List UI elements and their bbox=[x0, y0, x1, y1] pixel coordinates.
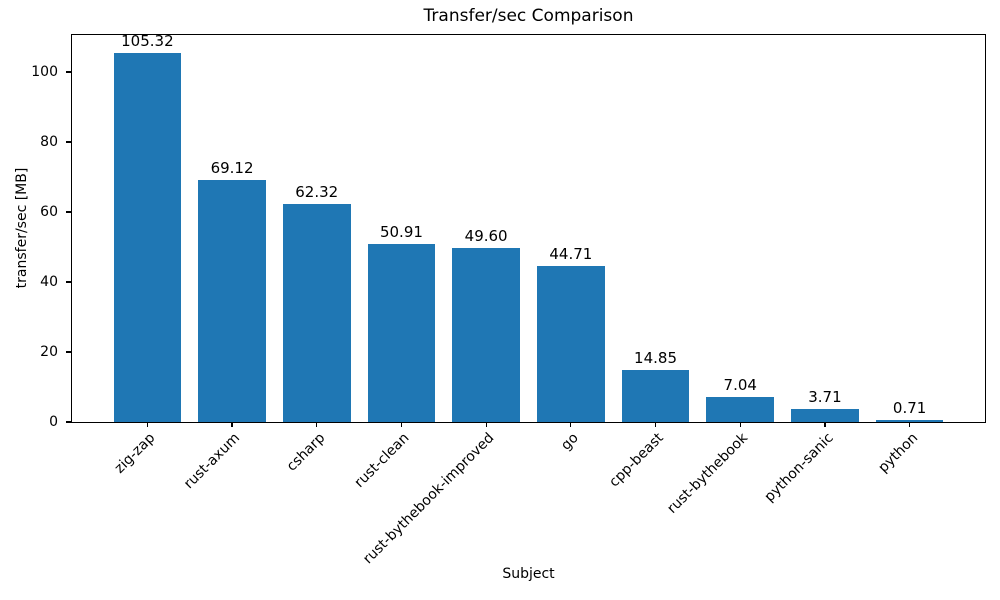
bar bbox=[452, 248, 521, 422]
x-tick-label: python bbox=[874, 430, 921, 476]
y-tick-label: 80 bbox=[40, 134, 58, 151]
y-tick-label: 0 bbox=[49, 414, 58, 430]
bar-value-label: 50.91 bbox=[379, 222, 423, 241]
y-tick-label: 100 bbox=[31, 64, 58, 81]
x-tick-label: go bbox=[558, 430, 583, 454]
x-tick-mark bbox=[146, 422, 148, 427]
x-tick-mark bbox=[485, 422, 487, 427]
x-tick-label: csharp bbox=[283, 430, 329, 475]
bar-value-label: 44.71 bbox=[549, 244, 593, 263]
y-tick-mark bbox=[66, 211, 71, 213]
bar-value-label: 0.71 bbox=[892, 398, 927, 417]
bar-value-label: 3.71 bbox=[808, 388, 842, 407]
y-tick-mark bbox=[66, 421, 71, 423]
bar bbox=[706, 397, 775, 422]
y-axis-label: transfer/sec [MB] bbox=[14, 167, 30, 289]
y-tick-label: 40 bbox=[40, 274, 58, 291]
bar bbox=[113, 53, 182, 422]
bar bbox=[536, 265, 605, 422]
bar bbox=[198, 180, 266, 422]
x-tick-mark bbox=[654, 422, 657, 427]
y-tick-mark bbox=[66, 141, 71, 143]
x-tick-mark bbox=[570, 422, 572, 427]
y-tick-label: 60 bbox=[40, 204, 58, 221]
x-tick-label: python-sanic bbox=[761, 430, 837, 506]
bar bbox=[791, 409, 859, 422]
x-tick-mark bbox=[739, 422, 741, 427]
x-tick-mark bbox=[824, 422, 826, 427]
bar bbox=[621, 370, 690, 422]
x-tick-label: cpp-beast bbox=[606, 430, 667, 491]
x-tick-label: rust-axum bbox=[181, 430, 244, 493]
bar bbox=[367, 243, 436, 422]
bar-value-label: 69.12 bbox=[210, 159, 254, 178]
x-tick-label: zig-zap bbox=[112, 430, 159, 477]
bar bbox=[282, 203, 351, 422]
x-tick-mark bbox=[909, 422, 911, 427]
x-tick-mark bbox=[231, 422, 233, 427]
y-tick-mark bbox=[66, 351, 71, 353]
bar bbox=[875, 419, 944, 422]
bar-value-label: 49.60 bbox=[464, 227, 508, 246]
bar-value-label: 14.85 bbox=[634, 349, 677, 368]
x-tick-mark bbox=[400, 422, 403, 427]
x-tick-label: rust-clean bbox=[351, 430, 413, 491]
y-tick-label: 20 bbox=[40, 344, 58, 360]
bar-value-label: 7.04 bbox=[723, 376, 757, 395]
plot-area: 105.32 zig-zap 69.12 rust-axum 62.32 csharp 50… bbox=[31, 32, 986, 567]
y-tick-mark bbox=[66, 71, 71, 73]
x-tick-label: rust-bythebook bbox=[664, 430, 752, 517]
bar-value-label: 105.32 bbox=[121, 32, 174, 51]
chart-title: Transfer/sec Comparison bbox=[423, 6, 634, 26]
x-tick-mark bbox=[316, 422, 318, 427]
y-tick-mark bbox=[66, 281, 71, 283]
x-axis-label: Subject bbox=[502, 566, 555, 582]
bar-value-label: 62.32 bbox=[295, 182, 339, 201]
